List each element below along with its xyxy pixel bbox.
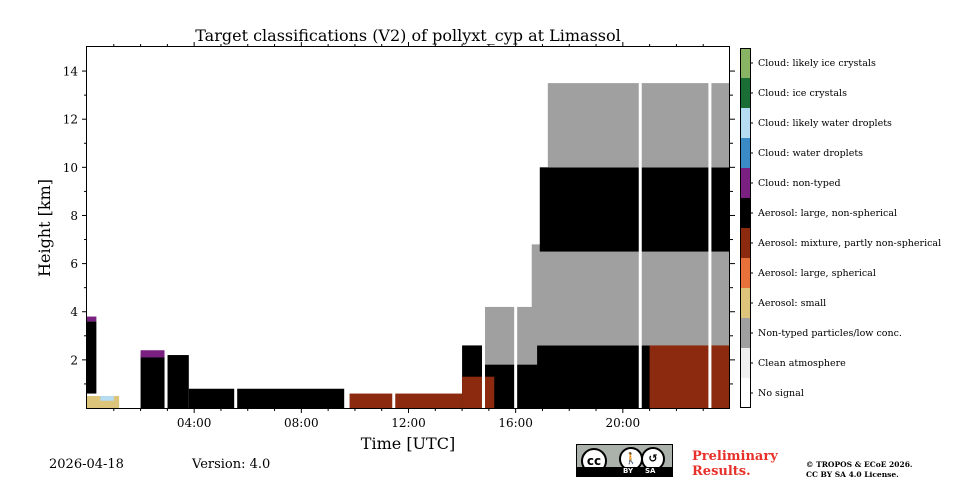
legend-swatch-8 xyxy=(740,138,750,168)
class-region-6 xyxy=(188,388,345,408)
class-region-13 xyxy=(539,167,730,252)
legend-label-1: Clean atmosphere xyxy=(758,358,846,369)
badge-by-label: BY xyxy=(623,467,634,475)
legend-label-7: Cloud: non-typed xyxy=(758,178,841,189)
legend-swatch-6 xyxy=(740,198,750,228)
legend-label-10: Cloud: ice crystals xyxy=(758,88,847,99)
class-region-1 xyxy=(87,316,97,322)
legend-swatch-3 xyxy=(740,288,750,318)
class-region-0 xyxy=(87,321,97,394)
x-tick-label-1600: 16:00 xyxy=(498,416,533,430)
copyright-notice: © TROPOS & ECoE 2026. CC BY SA 4.0 Licen… xyxy=(806,460,913,480)
y-tick-label-4: 4 xyxy=(70,305,78,319)
data-gap-0 xyxy=(135,47,139,408)
y-tick-label-6: 6 xyxy=(70,257,78,271)
legend-swatch-2 xyxy=(740,318,750,348)
legend-swatch-9 xyxy=(740,108,750,138)
legend-label-8: Cloud: water droplets xyxy=(758,148,863,159)
y-tick-label-10: 10 xyxy=(63,161,78,175)
chart-title: Target classifications (V2) of pollyxt_c… xyxy=(195,26,621,45)
data-gap-5 xyxy=(514,47,518,408)
legend-label-11: Cloud: likely ice crystals xyxy=(758,58,876,69)
legend-label-6: Aerosol: large, non-spherical xyxy=(757,208,897,219)
preliminary-line-2: Results. xyxy=(692,464,751,479)
legend-swatch-7 xyxy=(740,168,750,198)
legend-swatch-0 xyxy=(740,378,750,408)
x-tick-label-1200: 12:00 xyxy=(391,416,426,430)
y-tick-label-8: 8 xyxy=(70,209,78,223)
legend-label-9: Cloud: likely water droplets xyxy=(758,118,892,129)
legend-swatch-1 xyxy=(740,348,750,378)
colorbar-legend: No signal Clean atmosphere Non-typed parti… xyxy=(740,48,941,408)
legend-label-3: Aerosol: small xyxy=(757,298,826,309)
legend-label-5: Aerosol: mixture, partly non-spherical xyxy=(757,238,941,249)
data-gap-7 xyxy=(708,47,712,408)
data-gap-6 xyxy=(638,47,642,408)
class-region-3 xyxy=(100,395,114,401)
preliminary-notice: Preliminary Results. xyxy=(692,449,778,479)
legend-label-2: Non-typed particles/low conc. xyxy=(758,328,902,339)
badge-strip xyxy=(577,467,672,476)
class-region-12 xyxy=(531,244,730,346)
x-tick-label-0400: 04:00 xyxy=(177,416,212,430)
cc-license-badge: cc 🚶 ↺ BY SA xyxy=(576,444,673,477)
legend-frame xyxy=(740,48,751,408)
legend-label-4: Aerosol: large, spherical xyxy=(757,268,876,279)
axes: 04:00 08:00 12:00 16:00 20:00 2 4 6 8 10 12 14 xyxy=(63,42,735,430)
badge-sa-label: SA xyxy=(645,467,656,475)
y-axis-label: Height [km] xyxy=(35,179,54,277)
footer-date: 2026-04-18 xyxy=(49,457,124,472)
legend-label-0: No signal xyxy=(758,388,804,399)
legend-swatch-4 xyxy=(740,258,750,288)
data-gap-3 xyxy=(392,47,396,408)
data-gap-2 xyxy=(234,47,238,408)
footer-version: Version: 4.0 xyxy=(192,457,271,472)
x-axis-label: Time [UTC] xyxy=(361,434,455,453)
plot-area xyxy=(87,47,730,408)
data-gap-4 xyxy=(482,47,486,408)
legend-swatch-11 xyxy=(740,48,750,78)
y-tick-label-12: 12 xyxy=(63,113,78,127)
y-tick-label-2: 2 xyxy=(70,353,78,367)
x-tick-label-2000: 20:00 xyxy=(606,416,641,430)
data-gap-1 xyxy=(164,47,168,408)
class-region-9 xyxy=(462,376,495,408)
copyright-line-2: CC BY SA 4.0 License. xyxy=(806,470,899,479)
class-region-7 xyxy=(349,393,463,408)
preliminary-line-1: Preliminary xyxy=(692,449,778,464)
y-tick-label-14: 14 xyxy=(63,65,79,79)
class-region-11 xyxy=(483,306,538,365)
legend-swatch-5 xyxy=(740,228,750,258)
x-tick-label-0800: 08:00 xyxy=(284,416,319,430)
legend-swatch-10 xyxy=(740,78,750,108)
class-region-5 xyxy=(140,350,165,358)
copyright-line-1: © TROPOS & ECoE 2026. xyxy=(806,460,913,469)
